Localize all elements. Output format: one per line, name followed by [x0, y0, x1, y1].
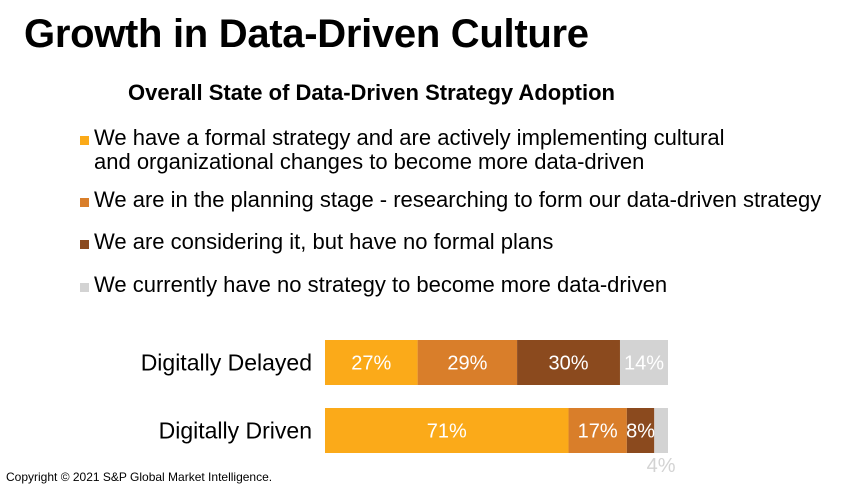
legend-swatch	[80, 240, 89, 249]
chart-title: Overall State of Data-Driven Strategy Ad…	[128, 80, 615, 105]
legend-label: We have a formal strategy and are active…	[94, 125, 725, 174]
legend-label: We are considering it, but have no forma…	[94, 229, 554, 254]
legend-label: We currently have no strategy to become …	[94, 272, 668, 297]
page-title: Growth in Data-Driven Culture	[24, 12, 589, 56]
category-label-digitally-delayed: Digitally Delayed	[141, 350, 312, 376]
data-label-digitally-driven-1: 71%	[427, 421, 467, 443]
bar-segment-digitally-driven-1	[325, 408, 569, 453]
data-label-digitally-delayed-4: 14%	[624, 353, 664, 375]
bar-segment-digitally-delayed-1	[325, 340, 418, 385]
data-label-digitally-driven-2: 17%	[578, 421, 618, 443]
category-label-digitally-driven: Digitally Driven	[159, 418, 312, 444]
bar-segment-digitally-driven-4	[654, 408, 668, 453]
data-label-digitally-delayed-2: 29%	[447, 353, 487, 375]
bar-segment-digitally-driven-2	[568, 408, 627, 453]
legend-swatch	[80, 198, 89, 207]
bar-segment-digitally-driven-3	[626, 408, 655, 453]
legend-label: We are in the planning stage - researchi…	[94, 187, 822, 212]
data-label-digitally-delayed-3: 30%	[549, 353, 589, 375]
bar-segment-digitally-delayed-2	[417, 340, 518, 385]
legend-swatch	[80, 283, 89, 292]
copyright-footer: Copyright © 2021 S&P Global Market Intel…	[6, 470, 273, 484]
data-label-digitally-driven-4: 4%	[647, 455, 676, 477]
bar-segment-digitally-delayed-4	[619, 340, 668, 385]
data-label-digitally-driven-3: 8%	[626, 421, 655, 443]
bar-segment-digitally-delayed-3	[517, 340, 620, 385]
data-label-digitally-delayed-1: 27%	[351, 353, 391, 375]
legend-swatch	[80, 136, 89, 145]
